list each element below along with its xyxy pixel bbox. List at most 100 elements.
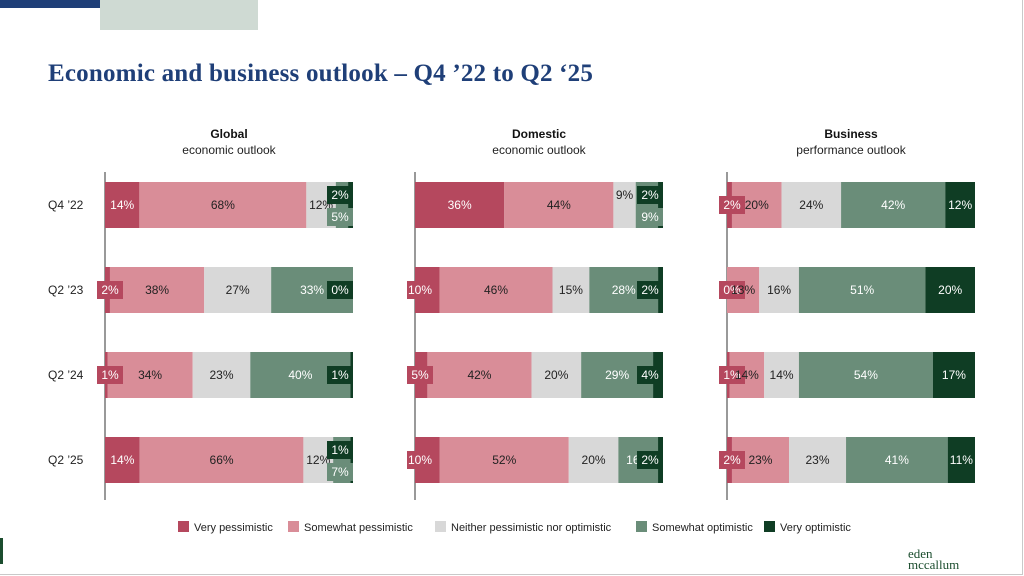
bar-segment-somewhat-pessimistic <box>109 267 205 313</box>
bar-segment-neither <box>789 437 847 483</box>
data-label: 1% <box>723 368 741 382</box>
data-label: 14% <box>770 368 794 382</box>
data-label-box <box>327 186 353 204</box>
data-label: 14% <box>110 453 134 467</box>
data-label: 17% <box>942 368 966 382</box>
data-label-box <box>327 281 353 299</box>
bar-segment-neither <box>568 437 619 483</box>
data-label: 12% <box>948 198 972 212</box>
data-label: 2% <box>641 283 659 297</box>
data-label-box <box>637 186 663 204</box>
data-label: 2% <box>101 283 119 297</box>
data-label: 10% <box>408 453 432 467</box>
data-label-box <box>719 366 745 384</box>
data-label-box <box>719 451 745 469</box>
data-label: 2% <box>723 453 741 467</box>
data-label: 16% <box>767 283 791 297</box>
legend-swatch-somewhat-pessimistic <box>288 521 299 532</box>
bar-segment-somewhat-pessimistic <box>504 182 614 228</box>
data-label-box <box>719 281 745 299</box>
data-label: 33% <box>300 283 324 297</box>
data-label: 41% <box>885 453 909 467</box>
bar-segment-very-optimistic <box>348 182 353 228</box>
bar-segment-very-optimistic <box>932 352 975 398</box>
data-label: 23% <box>748 453 772 467</box>
page-title: Economic and business outlook – Q4 ’22 t… <box>48 60 594 87</box>
data-label: 2% <box>641 453 659 467</box>
logo-line-1: eden <box>908 546 933 561</box>
data-label: 29% <box>605 368 629 382</box>
data-label-box <box>327 441 353 459</box>
data-label-box <box>719 196 745 214</box>
category-label: Q2 ’25 <box>48 453 84 467</box>
bar-segment-somewhat-optimistic <box>798 267 926 313</box>
data-label: 23% <box>209 368 233 382</box>
bar-segment-very-optimistic <box>350 437 353 483</box>
brand-logo: eden mccallum <box>908 546 959 571</box>
data-label: 20% <box>582 453 606 467</box>
bar-segment-very-pessimistic <box>415 182 505 228</box>
legend-swatch-somewhat-optimistic <box>636 521 647 532</box>
legend-label: Very optimistic <box>780 522 851 534</box>
bar-segment-somewhat-optimistic <box>846 437 948 483</box>
bar-segment-somewhat-optimistic <box>841 182 946 228</box>
data-label: 42% <box>881 198 905 212</box>
data-label: 9% <box>616 188 634 202</box>
left-accent-mark <box>0 538 3 564</box>
data-label-box <box>327 208 353 226</box>
bar-segment-somewhat-pessimistic <box>439 437 569 483</box>
legend-label: Very pessimistic <box>194 522 273 534</box>
data-label: 20% <box>745 198 769 212</box>
bar-segment-neither <box>204 267 272 313</box>
panel-subtitle: economic outlook <box>182 143 276 157</box>
data-label: 66% <box>210 453 234 467</box>
panel-subtitle: economic outlook <box>492 143 586 157</box>
bar-segment-neither <box>192 352 251 398</box>
bar-segment-somewhat-pessimistic <box>427 352 532 398</box>
top-accent-block <box>100 0 258 30</box>
legend-swatch-very-optimistic <box>764 521 775 532</box>
data-label: 0% <box>723 283 741 297</box>
data-label: 24% <box>799 198 823 212</box>
data-label: 28% <box>612 283 636 297</box>
data-label: 1% <box>101 368 119 382</box>
data-label: 27% <box>226 283 250 297</box>
bar-segment-somewhat-pessimistic <box>139 182 307 228</box>
data-label: 10% <box>408 283 432 297</box>
bar-segment-neither <box>531 352 582 398</box>
data-label: 20% <box>544 368 568 382</box>
data-label-box <box>407 366 433 384</box>
data-label: 44% <box>547 198 571 212</box>
bar-segment-somewhat-pessimistic <box>439 267 553 313</box>
bar-segment-neither <box>613 182 636 228</box>
data-label: 1% <box>331 443 349 457</box>
data-label: 9% <box>641 210 659 224</box>
data-label: 5% <box>411 368 429 382</box>
top-accent-bar <box>0 0 188 8</box>
data-label-box <box>327 463 353 481</box>
legend-swatch-neither <box>435 521 446 532</box>
data-label: 12% <box>306 453 330 467</box>
data-label: 0% <box>331 283 349 297</box>
data-label-box <box>637 208 663 226</box>
data-label: 68% <box>211 198 235 212</box>
data-label-box <box>407 451 433 469</box>
category-label: Q4 ’22 <box>48 198 84 212</box>
bar-segment-somewhat-optimistic <box>798 352 933 398</box>
bar-segment-neither <box>764 352 799 398</box>
bar-segment-very-optimistic <box>947 437 975 483</box>
bar-segment-neither <box>552 267 590 313</box>
data-label: 36% <box>448 198 472 212</box>
data-label: 1% <box>331 368 349 382</box>
legend-label: Somewhat optimistic <box>652 522 753 534</box>
bar-segment-very-optimistic <box>925 267 975 313</box>
panel-title: Global <box>210 127 247 141</box>
data-label: 52% <box>492 453 516 467</box>
data-label: 42% <box>467 368 491 382</box>
data-label: 2% <box>723 198 741 212</box>
bar-segment-very-pessimistic <box>105 437 140 483</box>
category-label: Q2 ’23 <box>48 283 84 297</box>
legend-label: Somewhat pessimistic <box>304 522 413 534</box>
panel-title: Business <box>824 127 878 141</box>
